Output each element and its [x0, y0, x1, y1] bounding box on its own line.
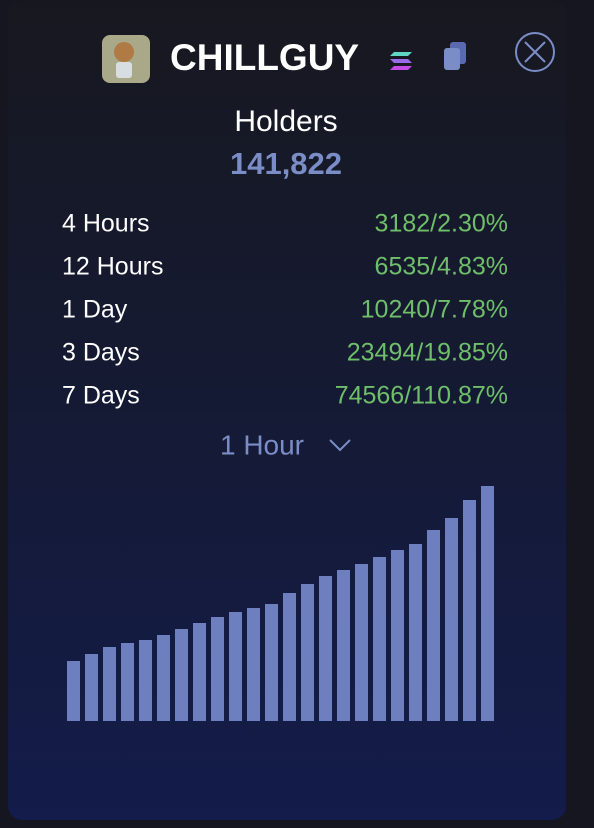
bar — [265, 604, 278, 721]
holders-count: 141,822 — [230, 146, 342, 181]
bar-chart — [67, 486, 494, 721]
bar — [121, 643, 134, 721]
bar — [85, 654, 98, 721]
bar — [247, 608, 260, 721]
stat-change: 23494/19.85% — [347, 339, 508, 367]
bar — [337, 570, 350, 721]
bar — [283, 593, 296, 721]
bar — [175, 629, 188, 721]
bar — [67, 661, 80, 721]
bar — [103, 647, 116, 721]
copy-button[interactable] — [444, 42, 466, 70]
bar — [445, 518, 458, 721]
bar — [409, 544, 422, 721]
stat-period: 12 Hours — [62, 253, 163, 281]
token-name: CHILLGUY — [170, 37, 359, 78]
token-icon-body — [116, 62, 132, 78]
bar — [301, 584, 314, 721]
holders-label: Holders — [234, 105, 337, 138]
interval-label[interactable]: 1 Hour — [220, 429, 304, 460]
dropdown-chevron[interactable] — [329, 439, 351, 452]
stats-list: 4 Hours 3182/2.30% 12 Hours 6535/4.83% 1 Day… — [62, 210, 508, 410]
bar — [481, 486, 494, 721]
bar — [391, 550, 404, 721]
stat-change: 74566/110.87% — [335, 382, 508, 410]
stat-period: 7 Days — [62, 382, 140, 410]
bar — [139, 640, 152, 721]
stat-period: 4 Hours — [62, 210, 150, 238]
stat-period: 1 Day — [62, 296, 128, 324]
chain-icon — [390, 52, 412, 70]
close-button[interactable] — [515, 32, 555, 72]
stat-period: 3 Days — [62, 339, 140, 367]
stat-change: 3182/2.30% — [375, 210, 508, 238]
bar — [229, 612, 242, 721]
bar — [373, 557, 386, 721]
bar — [355, 564, 368, 721]
bar — [211, 617, 224, 721]
token-icon-face — [114, 42, 134, 62]
interval-dropdown[interactable]: 1 Hour — [220, 429, 351, 460]
bar — [463, 500, 476, 721]
stat-change: 10240/7.78% — [361, 296, 508, 324]
bar — [427, 530, 440, 721]
panel-background — [8, 0, 566, 820]
stat-change: 6535/4.83% — [375, 253, 508, 281]
bar — [319, 576, 332, 721]
bar — [193, 623, 206, 721]
bar — [157, 635, 170, 721]
